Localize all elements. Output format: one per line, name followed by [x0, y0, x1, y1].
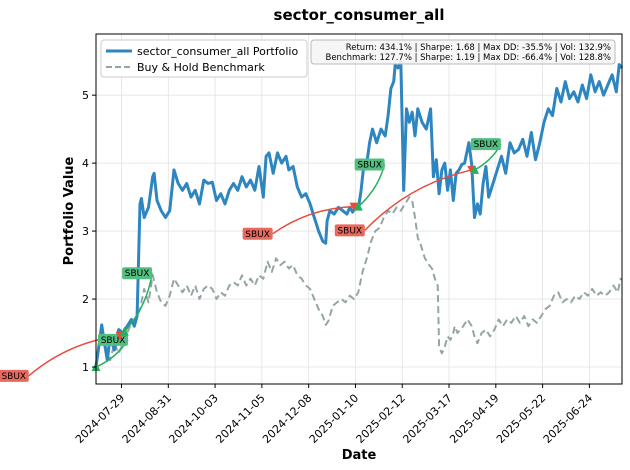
annotation-label: SBUX: [1, 372, 26, 382]
x-tick-label: 2024-11-05: [213, 392, 267, 446]
x-tick-label: 2025-03-17: [400, 392, 454, 446]
annotation-connector: [364, 169, 472, 231]
annotation-label: SBUX: [245, 230, 270, 240]
trade-markers: [91, 164, 480, 372]
annotation-label: SBUX: [125, 269, 150, 279]
annotation-badge: [354, 158, 385, 171]
axes-frame: [95, 33, 623, 385]
x-tick-label: 2024-12-08: [260, 392, 314, 446]
x-tick-label: 2024-10-03: [166, 392, 220, 446]
stats-box: Return: 434.1% | Sharpe: 1.68 | Max DD: …: [310, 39, 616, 65]
y-axis-ticks: 1 2 3 4 5: [82, 89, 96, 374]
y-tick-label: 4: [82, 157, 89, 170]
legend: sector_consumer_all Portfolio Buy & Hold…: [100, 39, 308, 78]
y-tick-label: 2: [82, 293, 89, 306]
x-tick-label: 2024-07-29: [73, 392, 127, 446]
stats-line-benchmark: Benchmark: 127.7% | Sharpe: 1.19 | Max D…: [326, 53, 612, 63]
trade-annotations: SBUX SBUX SBUX SBUX SBUX SBUX SBUX: [0, 138, 502, 382]
chart-title: sector_consumer_all: [274, 6, 445, 24]
annotation-badge: [470, 138, 501, 151]
sell-marker: [349, 202, 359, 212]
axes-border: [95, 33, 623, 385]
legend-label-portfolio: sector_consumer_all Portfolio: [137, 45, 298, 58]
x-tick-label: 2025-02-12: [354, 392, 408, 446]
buy-marker: [119, 326, 129, 336]
annotation-label: SBUX: [337, 226, 362, 236]
x-tick-label: 2025-06-24: [541, 392, 595, 446]
x-tick-label: 2025-05-22: [494, 392, 548, 446]
annotation-badge: [0, 369, 29, 382]
x-tick-label: 2025-01-10: [307, 392, 361, 446]
buy-marker: [353, 201, 363, 211]
annotation-connector: [272, 205, 355, 235]
annotation-connector: [123, 273, 153, 333]
benchmark-line: [95, 196, 623, 368]
annotation-badge: [242, 227, 273, 240]
y-tick-label: 5: [82, 89, 89, 102]
y-axis-label: Portfolio Value: [62, 156, 77, 265]
buy-marker: [470, 164, 480, 174]
y-tick-label: 3: [82, 225, 89, 238]
x-axis-label: Date: [342, 448, 377, 463]
legend-label-benchmark: Buy & Hold Benchmark: [137, 61, 265, 74]
stats-line-portfolio: Return: 434.1% | Sharpe: 1.68 | Max DD: …: [346, 43, 611, 53]
annotation-badge: [122, 267, 153, 280]
x-tick-label: 2025-04-19: [447, 392, 501, 446]
y-tick-label: 1: [82, 361, 89, 374]
legend-box: [100, 39, 308, 78]
annotation-badge: [334, 224, 365, 237]
annotation-label: SBUX: [474, 140, 499, 150]
annotation-label: SBUX: [101, 336, 126, 346]
stats-box-bg: [310, 39, 616, 65]
x-axis-ticks: 2024-07-292024-08-312024-10-032024-11-05…: [73, 384, 595, 446]
annotation-label: SBUX: [357, 160, 382, 170]
x-tick-label: 2024-08-31: [120, 392, 174, 446]
